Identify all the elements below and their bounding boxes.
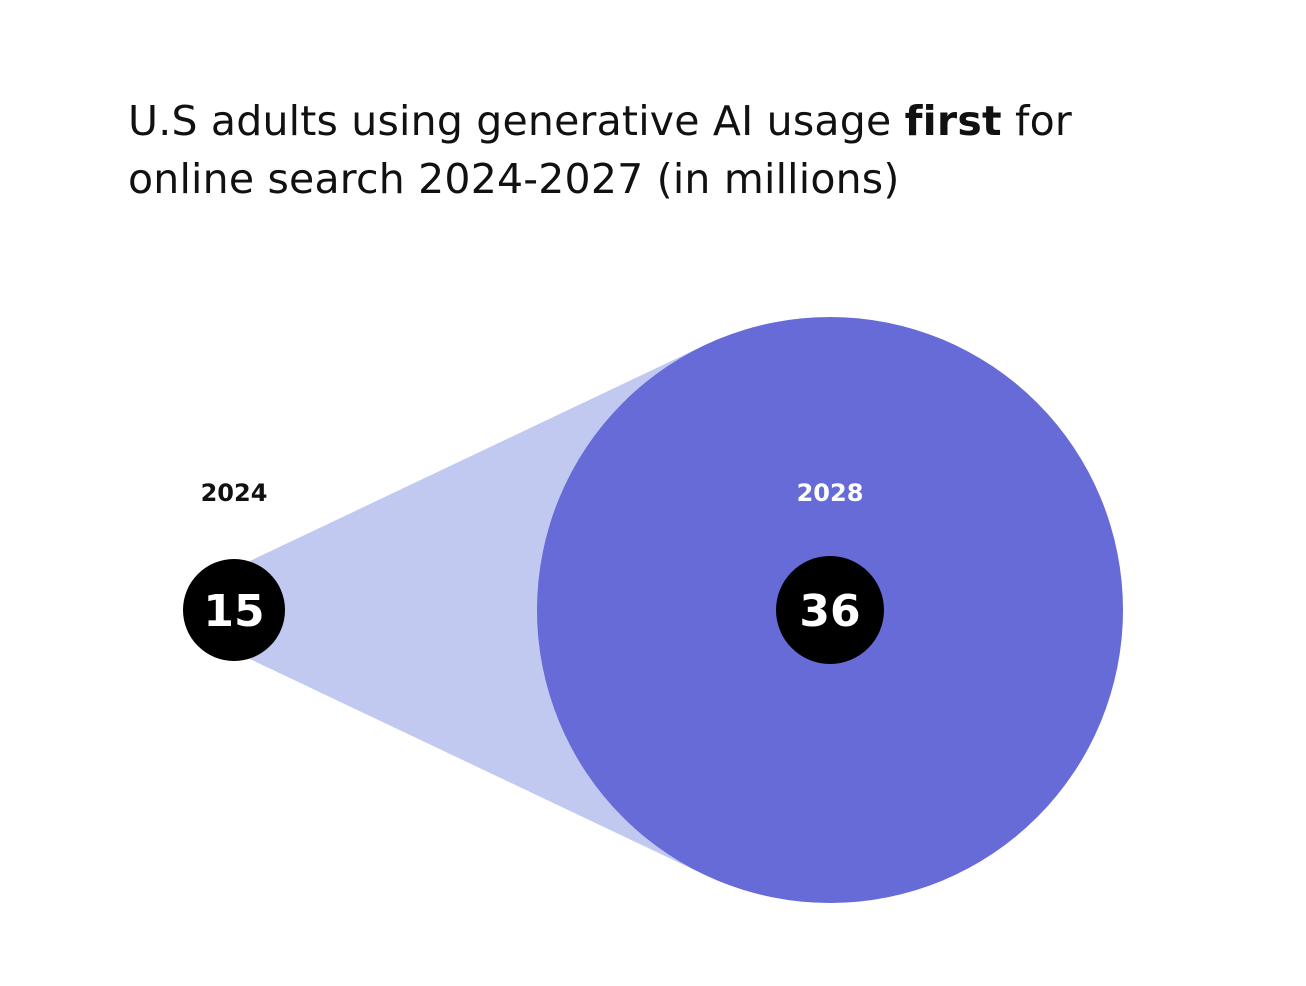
value-badge-2028 xyxy=(776,556,884,664)
value-label-2028: 36 xyxy=(799,586,860,637)
title-line1-prefix: U.S adults using generative AI usage xyxy=(128,97,905,145)
title-line1-bold: first xyxy=(904,97,1002,145)
value-badge-2024 xyxy=(183,559,285,661)
year-label-2028: 2028 xyxy=(797,479,864,507)
year-label-2024: 2024 xyxy=(201,479,268,507)
chart-layer: 15 2024 36 2028 xyxy=(183,317,1123,903)
title-line1-suffix: for xyxy=(1001,97,1072,145)
chart-title: U.S adults using generative AI usage fir… xyxy=(128,92,1248,208)
value-label-2024: 15 xyxy=(203,586,264,637)
title-line2: online search 2024-2027 (in millions) xyxy=(128,155,900,203)
